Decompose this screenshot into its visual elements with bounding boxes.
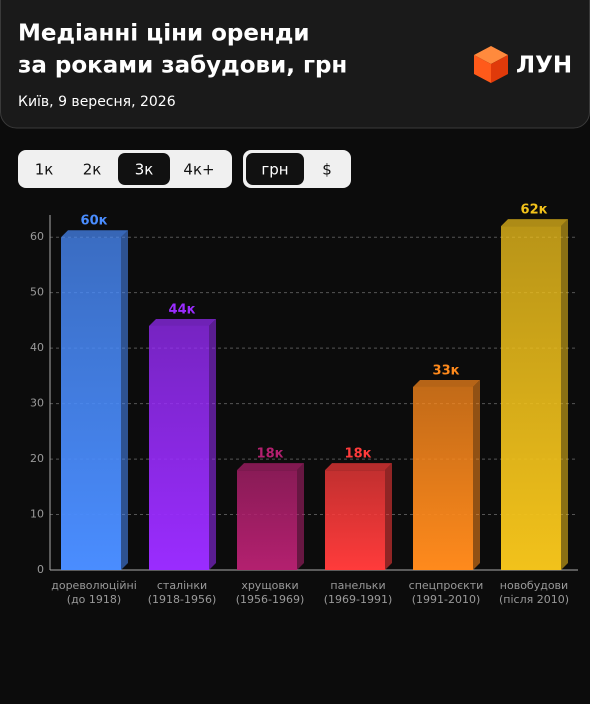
subtitle: Київ, 9 вересня, 2026 — [18, 94, 176, 110]
toggle-option[interactable]: 3к — [135, 161, 154, 179]
bar-top — [237, 463, 304, 471]
x-tick-label: (1918-1956) — [148, 593, 217, 606]
y-tick-label: 40 — [30, 341, 44, 354]
toggle-option[interactable]: 2к — [83, 161, 102, 179]
toggle-selected[interactable] — [246, 153, 304, 185]
logo-text: ЛУН — [516, 53, 572, 79]
x-tick-label: спецпроєкти — [409, 579, 484, 592]
bar — [149, 325, 209, 570]
x-tick-label: (1991-2010) — [412, 593, 481, 606]
x-tick-label: новобудови — [500, 579, 568, 592]
y-tick-label: 10 — [30, 508, 44, 521]
x-tick-label: панельки — [330, 579, 385, 592]
bar-side — [121, 230, 128, 570]
bar-top — [149, 318, 216, 326]
bar-top — [501, 219, 568, 227]
y-tick-label: 30 — [30, 397, 44, 410]
value-label: 62к — [521, 203, 548, 218]
bar-top — [325, 463, 392, 471]
y-tick-label: 20 — [30, 452, 44, 465]
value-label: 60к — [81, 214, 108, 229]
bar-top — [61, 230, 128, 238]
bar-side — [473, 379, 480, 570]
x-tick-label: дореволюційні — [51, 579, 137, 592]
value-label: 33к — [433, 363, 460, 378]
toggle-option[interactable]: грн — [261, 161, 288, 179]
bar — [501, 226, 561, 570]
y-tick-label: 60 — [30, 230, 44, 243]
title-line: за роками забудови, грн — [18, 53, 347, 79]
bar-top — [413, 379, 480, 387]
toggle-option[interactable]: $ — [322, 161, 332, 179]
toggle-option[interactable]: 4к+ — [183, 161, 214, 179]
x-tick-label: (1956-1969) — [236, 593, 305, 606]
bar — [413, 386, 473, 570]
x-tick-label: (1969-1991) — [324, 593, 393, 606]
bar-side — [561, 219, 568, 570]
bar — [237, 470, 297, 570]
bar — [325, 470, 385, 570]
title-line: Медіанні ціни оренди — [18, 21, 310, 47]
value-label: 18к — [257, 447, 284, 462]
bar-side — [209, 318, 216, 570]
x-tick-label: сталінки — [157, 579, 207, 592]
bar — [61, 237, 121, 570]
toggle-option[interactable]: 1к — [35, 161, 54, 179]
value-label: 18к — [345, 447, 372, 462]
y-tick-label: 0 — [37, 563, 44, 576]
x-tick-label: (до 1918) — [67, 593, 121, 606]
x-tick-label: хрущовки — [241, 579, 298, 592]
y-tick-label: 50 — [30, 286, 44, 299]
toggle-selected[interactable] — [118, 153, 170, 185]
bar-side — [385, 463, 392, 570]
x-tick-label: (після 2010) — [499, 593, 569, 606]
logo-icon — [474, 46, 508, 83]
bar-side — [297, 463, 304, 570]
value-label: 44к — [169, 302, 196, 317]
